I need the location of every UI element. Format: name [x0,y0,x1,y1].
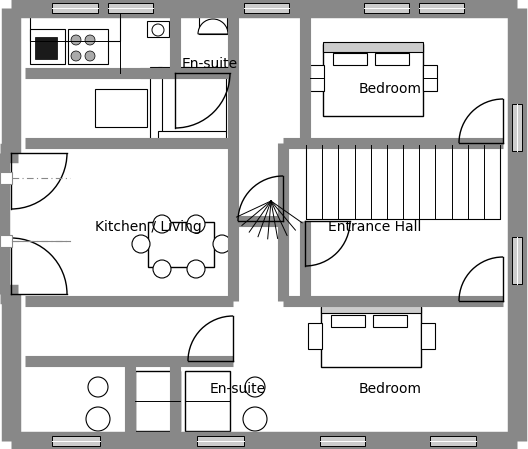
Bar [30,13,120,41]
Circle shape [245,377,265,397]
Bar [364,3,409,13]
Circle shape [153,260,171,278]
Text: Bedroom: Bedroom [359,382,421,396]
Circle shape [132,235,150,253]
Text: Kitchen / Living: Kitchen / Living [95,220,201,234]
Circle shape [71,35,81,45]
Bar [512,237,522,284]
Bar [199,14,227,34]
Bar [150,67,162,143]
Bar [423,65,437,91]
Bar [108,3,153,13]
Bar [52,3,98,13]
Wedge shape [198,19,228,34]
Circle shape [243,407,267,431]
Text: En-suite: En-suite [182,57,238,71]
Bar [512,104,522,151]
Bar [321,303,421,313]
Bar [419,3,464,13]
Bar [68,29,108,64]
Bar [333,53,367,65]
Bar [30,29,65,64]
Circle shape [187,215,205,233]
Text: En-suite: En-suite [210,382,266,396]
Circle shape [153,215,171,233]
Bar [320,436,365,446]
Bar [0,235,12,247]
Circle shape [187,260,205,278]
Bar [310,65,324,91]
Circle shape [85,35,95,45]
Bar [321,307,421,367]
Bar [147,21,169,37]
Circle shape [213,235,231,253]
Circle shape [71,51,81,61]
Bar [308,323,322,349]
Bar [158,67,226,133]
Text: Entrance Hall: Entrance Hall [328,220,422,234]
Bar [323,44,423,116]
Bar [430,436,476,446]
Text: Bedroom: Bedroom [359,82,421,96]
Bar [158,131,226,143]
Circle shape [152,24,164,36]
Circle shape [88,377,108,397]
Circle shape [86,407,110,431]
Bar [306,145,500,219]
Bar [52,436,100,446]
Bar [244,3,289,13]
Bar [148,222,214,267]
Bar [135,371,180,431]
Bar [323,42,423,52]
Bar [0,172,12,184]
Bar [421,323,435,349]
Bar [373,315,407,327]
Bar [331,315,365,327]
Bar [375,53,409,65]
Bar [197,436,244,446]
Bar [95,89,147,127]
Circle shape [85,51,95,61]
Bar [35,37,57,59]
Bar [185,371,230,431]
